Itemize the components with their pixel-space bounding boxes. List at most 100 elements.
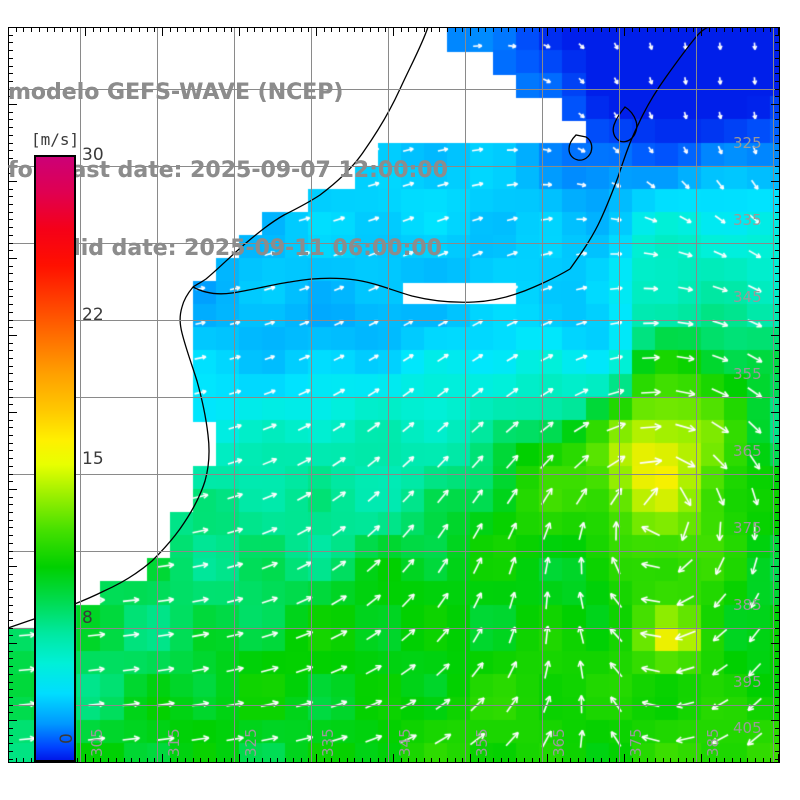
tick-right — [775, 127, 780, 128]
tick-bottom — [31, 758, 32, 763]
tick-top — [62, 27, 63, 32]
tick-left — [8, 266, 13, 267]
tick-top — [524, 27, 525, 32]
tick-bottom — [254, 758, 255, 763]
tick-top — [370, 27, 371, 32]
tick-bottom — [524, 758, 525, 763]
colorbar-tick-0: 0 — [57, 733, 77, 744]
tick-bottom — [154, 758, 155, 763]
tick-right — [775, 373, 780, 374]
tick-right — [775, 682, 780, 683]
tick-bottom — [200, 758, 201, 763]
tick-left — [8, 612, 13, 613]
tick-left — [8, 66, 13, 67]
tick-top — [308, 27, 309, 32]
tick-right — [775, 281, 780, 282]
axis-label-right: 405 — [733, 719, 762, 737]
tick-right — [775, 658, 780, 659]
tick-bottom — [8, 754, 9, 763]
tick-bottom — [224, 758, 225, 763]
tick-left — [8, 543, 13, 544]
tick-left — [8, 466, 13, 467]
tick-bottom — [639, 758, 640, 763]
tick-right — [775, 743, 780, 744]
tick-top — [655, 27, 656, 32]
tick-right — [775, 728, 780, 729]
tick-left — [8, 373, 13, 374]
tick-left — [8, 512, 13, 513]
gridline-vertical — [388, 27, 389, 763]
tick-right — [775, 581, 780, 582]
tick-left — [8, 50, 13, 51]
tick-left — [8, 605, 13, 606]
tick-bottom — [216, 758, 217, 763]
tick-top — [609, 27, 610, 32]
tick-left — [8, 404, 13, 405]
tick-right — [775, 135, 780, 136]
tick-top — [616, 27, 617, 32]
tick-top — [170, 27, 171, 32]
colorbar-unit-label: [m/s] — [31, 130, 80, 149]
tick-bottom — [485, 758, 486, 763]
gridline-horizontal — [8, 551, 780, 552]
tick-right — [775, 196, 780, 197]
plot-area: 325335345355365375385395405415 305315325… — [8, 27, 780, 763]
tick-bottom — [139, 758, 140, 763]
tick-bottom — [740, 758, 741, 763]
tick-bottom — [547, 754, 548, 763]
tick-bottom — [185, 758, 186, 763]
colorbar-gradient — [34, 155, 76, 762]
tick-left — [8, 458, 13, 459]
tick-left — [8, 143, 13, 144]
tick-bottom — [301, 758, 302, 763]
colorbar — [34, 155, 76, 762]
tick-left — [8, 427, 13, 428]
tick-right — [775, 443, 780, 444]
tick-bottom — [716, 758, 717, 763]
tick-right — [775, 212, 780, 213]
tick-top — [224, 27, 225, 32]
tick-left — [8, 150, 13, 151]
tick-top — [208, 27, 209, 32]
tick-bottom — [162, 754, 163, 763]
tick-left — [8, 620, 13, 621]
tick-bottom — [331, 758, 332, 763]
tick-right — [775, 628, 780, 629]
gridline-horizontal — [8, 474, 780, 475]
tick-left — [8, 366, 13, 367]
tick-bottom — [408, 758, 409, 763]
axis-label-bottom: 315 — [165, 728, 183, 757]
tick-top — [293, 27, 294, 32]
tick-bottom — [424, 758, 425, 763]
tick-right — [775, 204, 780, 205]
tick-left — [8, 389, 13, 390]
gridline-horizontal — [8, 705, 780, 706]
tick-right — [775, 605, 780, 606]
tick-left — [8, 759, 13, 760]
tick-top — [193, 27, 194, 32]
axis-label-bottom: 355 — [473, 728, 491, 757]
tick-bottom — [670, 758, 671, 763]
tick-bottom — [770, 758, 771, 763]
gridline-horizontal — [8, 320, 780, 321]
tick-top — [285, 27, 286, 32]
tick-bottom — [100, 758, 101, 763]
tick-top — [470, 27, 471, 36]
tick-bottom — [339, 758, 340, 763]
tick-top — [347, 27, 348, 32]
tick-bottom — [447, 758, 448, 763]
tick-right — [775, 296, 780, 297]
tick-left — [8, 397, 13, 398]
tick-left — [8, 89, 13, 90]
axis-label-right: 345 — [733, 288, 762, 306]
tick-left — [8, 574, 13, 575]
axis-label-right: 385 — [733, 596, 762, 614]
tick-left — [8, 312, 13, 313]
tick-left — [8, 558, 13, 559]
axis-label-right: 325 — [733, 134, 762, 152]
tick-right — [775, 612, 780, 613]
tick-left — [8, 273, 13, 274]
tick-left — [8, 581, 13, 582]
tick-bottom — [562, 758, 563, 763]
gridline-horizontal — [8, 628, 780, 629]
